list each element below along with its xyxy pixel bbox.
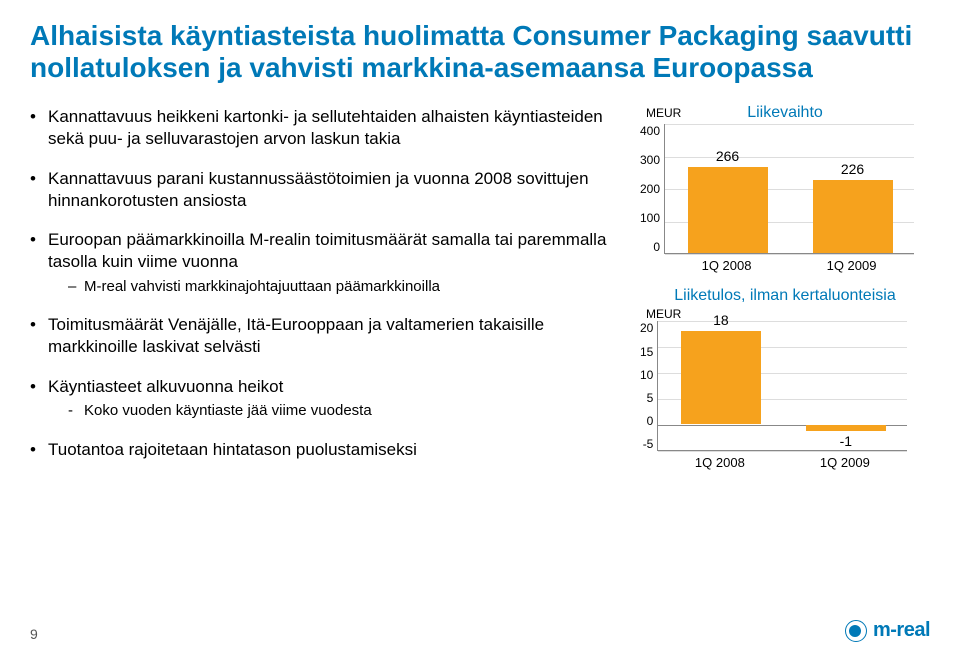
bullet-5: Käyntiasteet alkuvuonna heikot Koko vuod… <box>30 376 630 421</box>
ytick-label: 15 <box>640 345 653 359</box>
ytick-label: 100 <box>640 211 660 225</box>
chart2-plot: 18-1 <box>657 321 907 451</box>
bullet-6-text: Tuotantoa rajoitetaan hintatason puolust… <box>48 440 417 459</box>
bullet-1: Kannattavuus heikkeni kartonki- ja sellu… <box>30 106 630 150</box>
bar <box>681 331 761 425</box>
bullet-5-text: Käyntiasteet alkuvuonna heikot <box>48 377 283 396</box>
logo-text: m-real <box>873 619 930 642</box>
bar-value-label: 18 <box>713 312 729 328</box>
brand-logo: m-real <box>845 619 930 642</box>
xtick-label: 1Q 2009 <box>782 455 907 470</box>
gridline <box>658 321 907 322</box>
page-number: 9 <box>30 626 38 642</box>
chart2-yaxis: 20 15 10 5 0 -5 <box>640 321 657 451</box>
revenue-chart: MEUR Liikevaihto 4003002001000 266226 1Q… <box>640 106 930 273</box>
xtick-label: 1Q 2008 <box>664 258 789 273</box>
chart1-xaxis: 1Q 20081Q 2009 <box>664 254 914 273</box>
bar <box>806 425 886 430</box>
xtick-label: 1Q 2009 <box>789 258 914 273</box>
logo-icon <box>845 620 867 642</box>
ytick-label: 400 <box>640 124 660 138</box>
charts-column: MEUR Liikevaihto 4003002001000 266226 1Q… <box>630 106 930 478</box>
bullet-3-sub-1: M-real vahvisti markkinajohtajuuttaan pä… <box>68 277 630 296</box>
bar <box>688 167 768 253</box>
gridline <box>665 124 914 125</box>
gridline <box>665 157 914 158</box>
slide-title: Alhaisista käyntiasteista huolimatta Con… <box>30 20 930 84</box>
bullet-3: Euroopan päämarkkinoilla M-realin toimit… <box>30 229 630 296</box>
ytick-label: -5 <box>643 437 654 451</box>
gridline <box>665 254 914 255</box>
ytick-label: 5 <box>647 391 654 405</box>
bullet-2-text: Kannattavuus parani kustannussäästötoimi… <box>48 169 589 210</box>
bullet-1-text: Kannattavuus heikkeni kartonki- ja sellu… <box>48 107 603 148</box>
ytick-label: 20 <box>640 321 653 335</box>
bar-value-label: -1 <box>840 433 852 449</box>
bullet-3-text: Euroopan päämarkkinoilla M-realin toimit… <box>48 230 606 271</box>
chart1-plot: 266 226 <box>664 124 914 254</box>
bullet-4: Toimitusmäärät Venäjälle, Itä-Eurooppaan… <box>30 314 630 358</box>
chart1-title: Liikevaihto <box>640 104 930 122</box>
bar-value-label: 266 <box>716 148 739 164</box>
chart2-xaxis: 1Q 20081Q 2009 <box>657 451 907 470</box>
gridline <box>658 451 907 452</box>
bullet-2: Kannattavuus parani kustannussäästötoimi… <box>30 168 630 212</box>
ytick-label: 0 <box>653 240 660 254</box>
bullet-4-text: Toimitusmäärät Venäjälle, Itä-Eurooppaan… <box>48 315 544 356</box>
ytick-label: 10 <box>640 368 653 382</box>
slide: Alhaisista käyntiasteista huolimatta Con… <box>0 0 960 654</box>
bullet-6: Tuotantoa rajoitetaan hintatason puolust… <box>30 439 630 461</box>
ytick-label: 200 <box>640 182 660 196</box>
footer: 9 m-real <box>30 619 930 642</box>
chart1-yaxis: 400 300 200 100 0 <box>640 124 664 254</box>
bar <box>813 180 893 253</box>
bullet-3-sub-1-text: M-real vahvisti markkinajohtajuuttaan pä… <box>84 278 440 295</box>
body-row: Kannattavuus heikkeni kartonki- ja sellu… <box>30 106 930 478</box>
chart2-title: Liiketulos, ilman kertaluonteisia <box>640 287 930 305</box>
bullet-list: Kannattavuus heikkeni kartonki- ja sellu… <box>30 106 630 478</box>
bullet-5-sub-1: Koko vuoden käyntiaste jää viime vuodest… <box>68 401 630 420</box>
ytick-label: 300 <box>640 153 660 167</box>
bar-value-label: 226 <box>841 161 864 177</box>
operating-result-chart: Liiketulos, ilman kertaluonteisia MEUR 2… <box>640 287 930 470</box>
ytick-label: 0 <box>647 414 654 428</box>
chart2-unit: MEUR <box>640 307 930 321</box>
bullet-5-sub-1-text: Koko vuoden käyntiaste jää viime vuodest… <box>84 402 372 419</box>
xtick-label: 1Q 2008 <box>657 455 782 470</box>
